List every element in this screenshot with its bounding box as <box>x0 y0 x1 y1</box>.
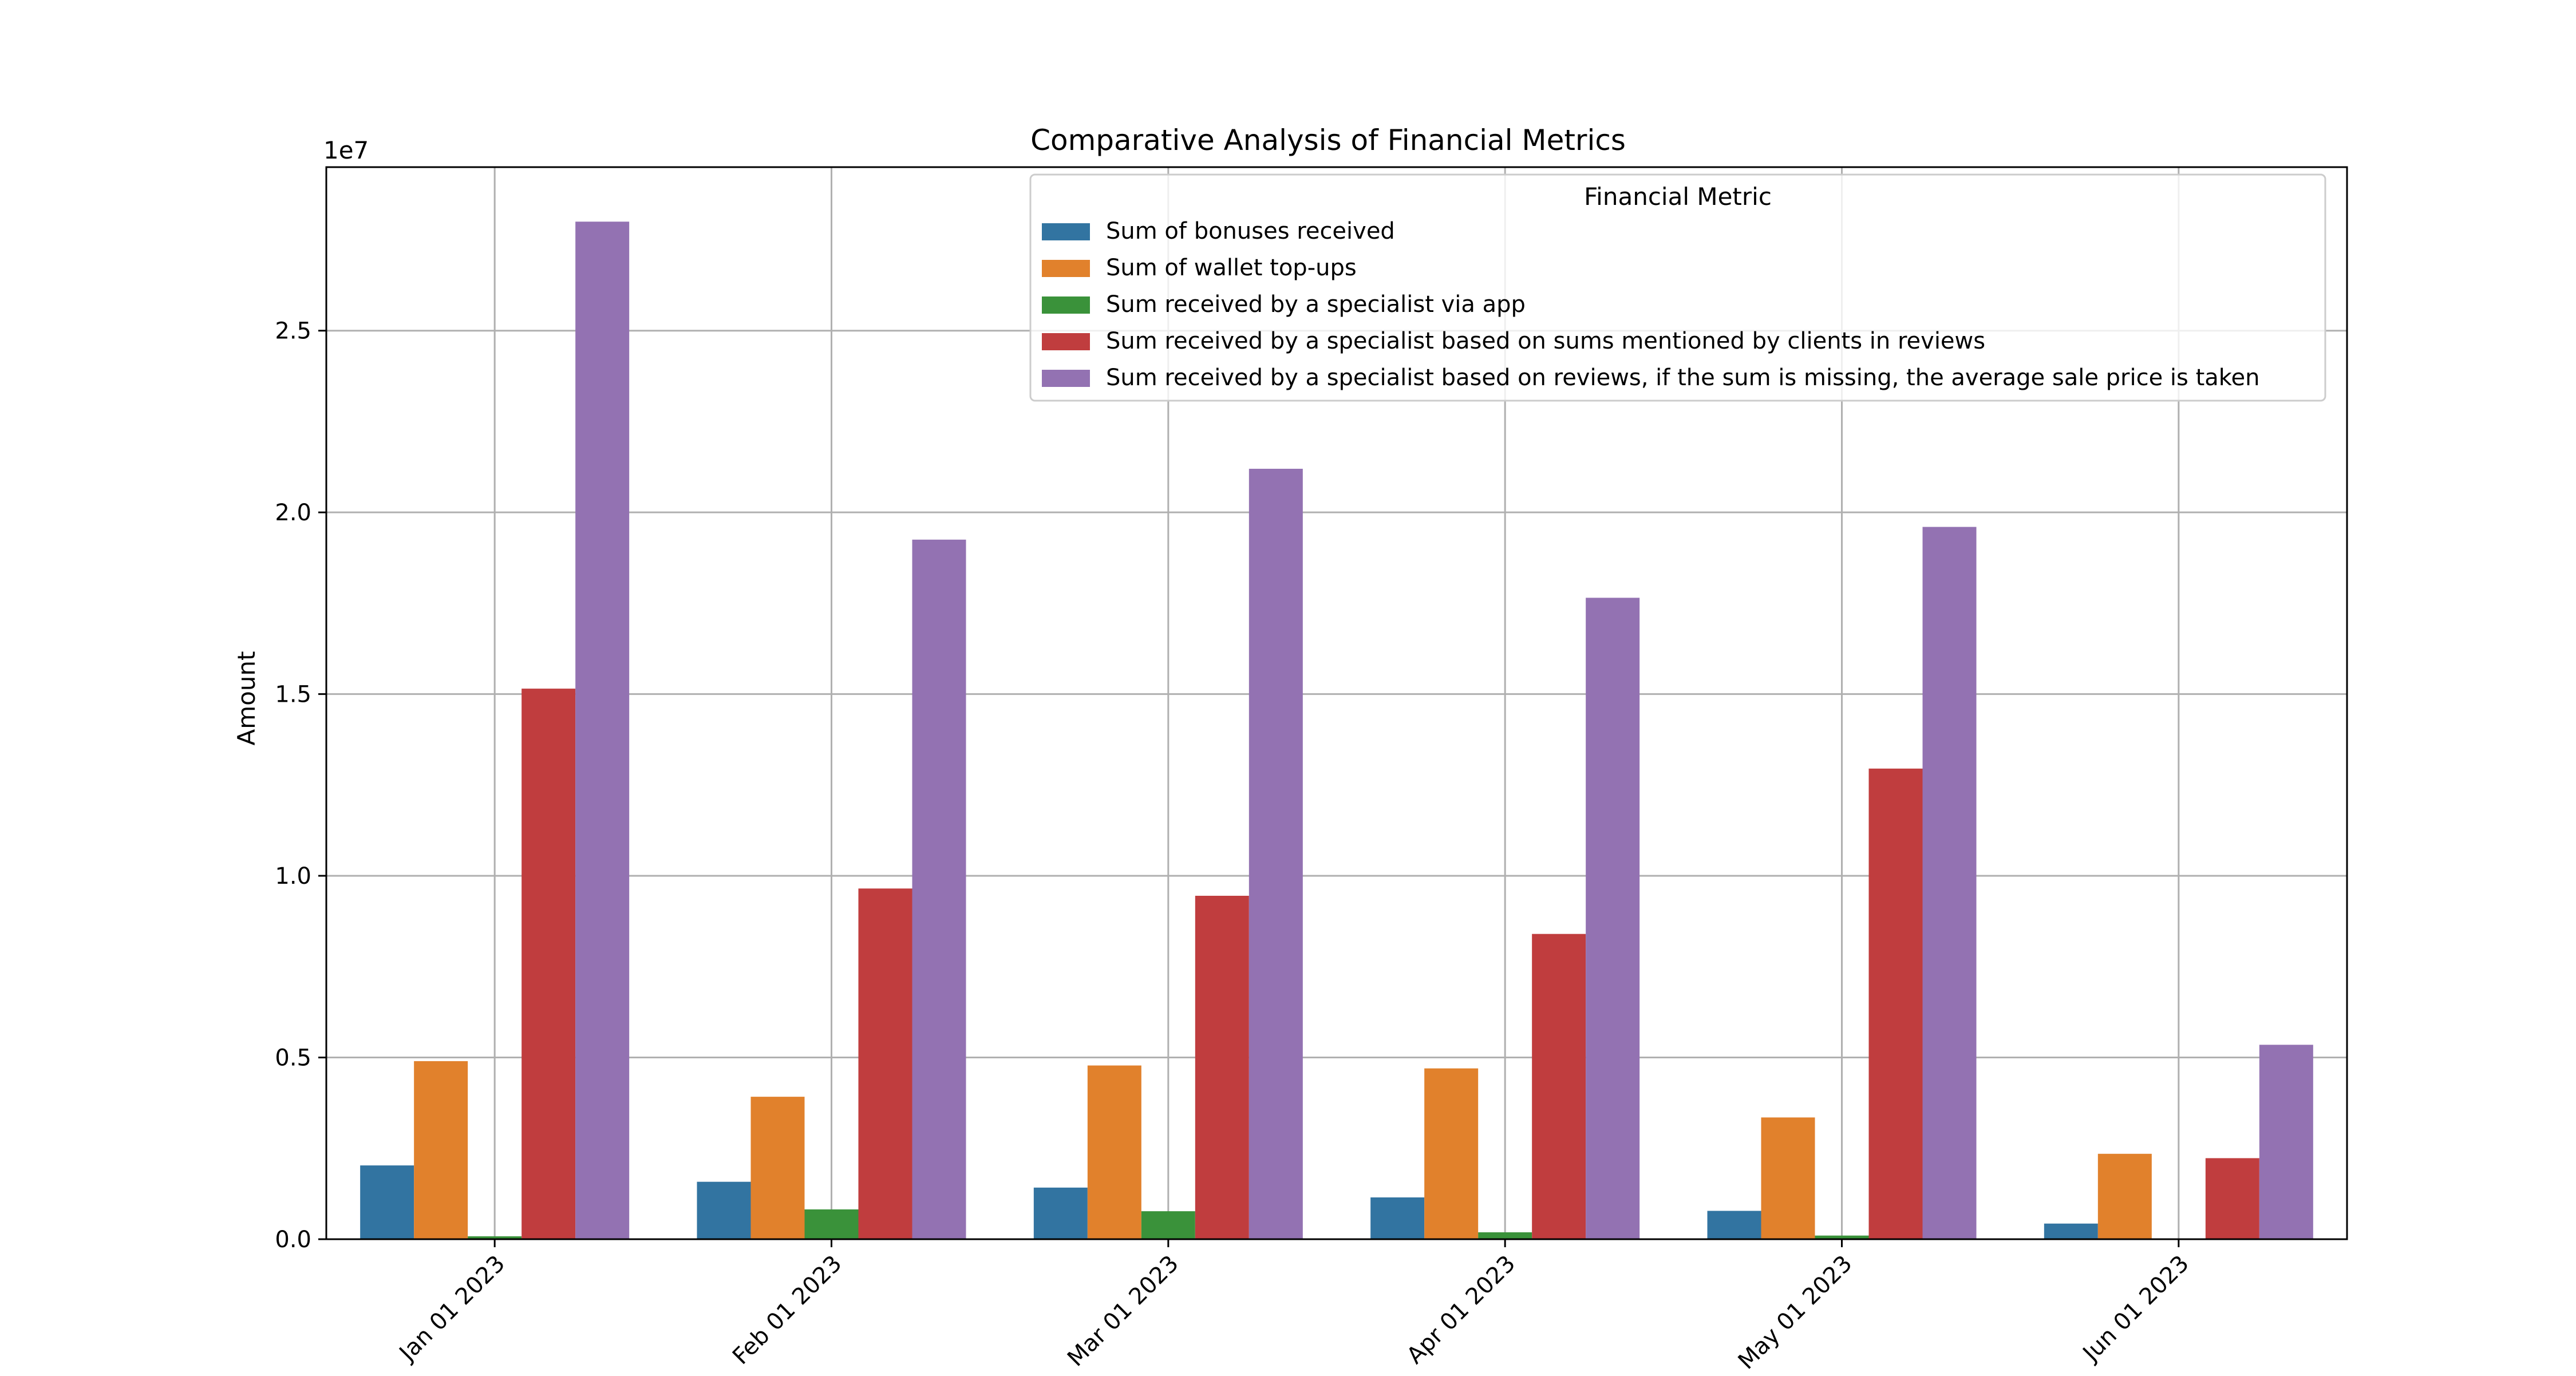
bar <box>2259 1045 2313 1239</box>
legend-label: Sum received by a specialist based on su… <box>1106 328 1985 354</box>
bar <box>1370 1197 1425 1239</box>
legend-swatch <box>1042 296 1090 314</box>
bar <box>1815 1235 1869 1239</box>
bar <box>2205 1158 2259 1239</box>
y-axis-scale-label: 1e7 <box>323 136 369 164</box>
bars <box>360 222 2313 1240</box>
y-tick-label: 0.5 <box>275 1045 311 1071</box>
legend-swatch <box>1042 333 1090 350</box>
bar <box>1087 1065 1141 1239</box>
bar <box>468 1236 522 1239</box>
y-tick-label: 1.0 <box>275 863 311 889</box>
plot-frame <box>325 166 2348 1240</box>
bar <box>1478 1232 1532 1239</box>
bar <box>750 1097 805 1239</box>
legend-box <box>1029 173 2326 402</box>
chart-title: Comparative Analysis of Financial Metric… <box>1030 124 1626 157</box>
legend-label: Sum received by a specialist via app <box>1106 291 1526 318</box>
legend-items: Sum of bonuses received Sum of wallet top… <box>1042 218 2259 391</box>
bar <box>804 1209 859 1239</box>
bar <box>1586 598 1640 1239</box>
legend-label: Sum of wallet top-ups <box>1106 255 1357 281</box>
legend: Financial Metric Sum of bonuses received… <box>1029 173 2326 402</box>
legend-title: Financial Metric <box>1584 183 1772 211</box>
bar <box>414 1061 468 1239</box>
y-tick-label: 0.0 <box>275 1227 311 1253</box>
bar <box>1532 934 1586 1239</box>
legend-swatch <box>1042 370 1090 387</box>
bar <box>1707 1211 1761 1239</box>
bar <box>1141 1211 1195 1239</box>
axes <box>318 166 2348 1247</box>
bar <box>697 1181 751 1239</box>
legend-swatch <box>1042 223 1090 240</box>
legend-label: Sum received by a specialist based on re… <box>1106 365 2259 391</box>
bar <box>858 888 912 1239</box>
bar <box>912 539 966 1240</box>
bar <box>575 222 630 1239</box>
y-tick-label: 2.0 <box>275 500 311 526</box>
bar <box>1922 527 1977 1239</box>
bar <box>1868 768 1923 1239</box>
bar <box>1761 1117 1815 1239</box>
bar <box>2044 1223 2098 1239</box>
bar <box>360 1165 414 1239</box>
y-tick-label: 2.5 <box>275 318 311 345</box>
bar <box>1033 1187 1088 1239</box>
bar <box>2097 1153 2152 1239</box>
bar <box>1424 1068 1479 1239</box>
bar <box>1195 896 1249 1239</box>
y-tick-label: 1.5 <box>275 682 311 708</box>
legend-label: Sum of bonuses received <box>1106 218 1395 244</box>
y-axis-label: Amount <box>232 651 260 745</box>
bar <box>521 689 576 1239</box>
legend-swatch <box>1042 260 1090 277</box>
bar <box>1249 468 1303 1239</box>
